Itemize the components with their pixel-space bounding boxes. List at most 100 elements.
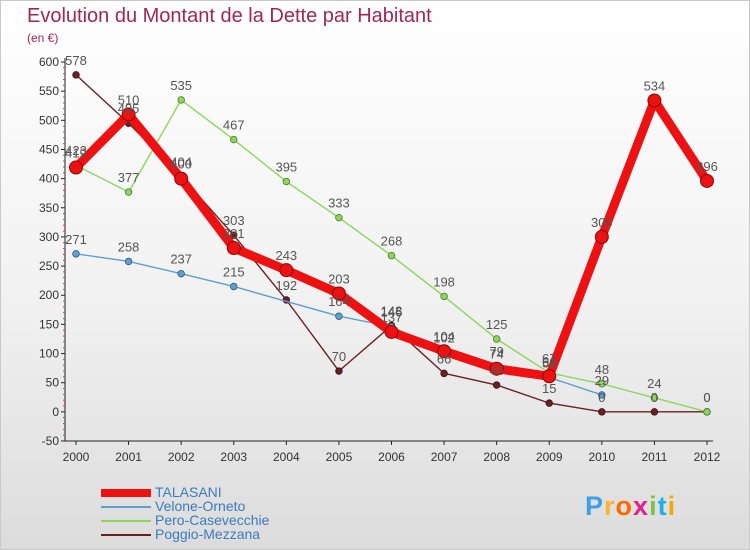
y-tick-label: -50 <box>42 434 60 448</box>
data-label-poggio-mezzana: 148 <box>381 304 403 319</box>
legend-swatch <box>101 506 151 508</box>
y-tick-label: 200 <box>39 288 59 302</box>
data-label-talasani: 74 <box>489 347 503 362</box>
data-point-velone-orneto <box>598 391 606 399</box>
data-label-velone-orneto: 59 <box>542 355 556 370</box>
data-label-velone-orneto: 271 <box>65 232 87 247</box>
x-tick-label: 2001 <box>115 450 142 464</box>
logo-letter: i <box>667 491 677 521</box>
data-point-talasani <box>437 344 452 359</box>
data-label-poggio-mezzana: 46 <box>489 363 503 378</box>
x-tick-label: 2011 <box>642 450 668 464</box>
data-point-velone-orneto <box>335 312 343 320</box>
x-tick-label: 2003 <box>220 450 247 464</box>
legend-label: Pero-Casevecchie <box>155 512 270 528</box>
data-point-poggio-mezzana <box>335 367 343 375</box>
data-label-pero-casevecchie: 48 <box>595 362 609 377</box>
x-tick-label: 2000 <box>63 450 90 464</box>
y-tick-label: 250 <box>39 259 59 273</box>
data-point-poggio-mezzana <box>598 408 606 416</box>
data-point-velone-orneto <box>124 257 133 266</box>
data-point-talasani <box>69 160 83 175</box>
data-label-talasani: 510 <box>118 92 140 107</box>
data-point-velone-orneto <box>177 269 185 278</box>
data-label-talasani: 137 <box>381 310 403 325</box>
legend-label: Velone-Orneto <box>155 498 246 514</box>
y-tick-label: 300 <box>39 230 59 244</box>
data-label-talasani: 104 <box>433 329 455 344</box>
data-point-poggio-mezzana <box>72 71 80 79</box>
data-label-talasani: 300 <box>591 215 613 230</box>
y-tick-label: 150 <box>39 317 59 331</box>
data-point-poggio-mezzana <box>440 369 448 378</box>
data-label-velone-orneto: 258 <box>118 239 140 254</box>
data-point-talasani <box>384 324 399 339</box>
logo-letter: P <box>585 491 605 521</box>
data-label-pero-casevecchie: 0 <box>703 390 710 405</box>
data-label-velone-orneto: 164 <box>328 294 350 309</box>
data-label-pero-casevecchie: 535 <box>170 78 192 93</box>
data-label-talasani: 243 <box>275 248 297 263</box>
data-point-poggio-mezzana <box>492 381 501 389</box>
data-point-pero-casevecchie <box>598 380 606 388</box>
x-tick-label: 2012 <box>694 450 721 464</box>
x-tick-label: 2002 <box>168 450 195 464</box>
data-point-talasani <box>174 171 189 186</box>
data-label-pero-casevecchie: 24 <box>647 376 661 391</box>
data-point-pero-casevecchie <box>335 213 343 222</box>
data-label-pero-casevecchie: 395 <box>275 160 297 175</box>
logo-letter: x <box>633 491 650 521</box>
data-point-talasani <box>279 263 294 278</box>
data-point-pero-casevecchie <box>440 292 448 301</box>
data-label-pero-casevecchie: 423 <box>65 143 87 158</box>
data-point-pero-casevecchie <box>230 135 238 144</box>
data-point-talasani <box>226 241 241 256</box>
data-label-pero-casevecchie: 333 <box>328 196 350 211</box>
data-point-pero-casevecchie <box>492 335 501 343</box>
data-label-pero-casevecchie: 377 <box>118 170 140 185</box>
x-tick-label: 2005 <box>326 450 353 464</box>
y-tick-label: 400 <box>39 172 59 186</box>
data-label-poggio-mezzana: 404 <box>170 154 192 169</box>
data-label-poggio-mezzana: 0 <box>703 390 710 405</box>
y-tick-label: 100 <box>39 347 59 361</box>
legend-swatch <box>101 534 151 536</box>
x-tick-label: 2008 <box>483 450 510 464</box>
y-tick-label: 50 <box>46 376 60 390</box>
data-label-poggio-mezzana: 66 <box>437 351 451 366</box>
data-point-pero-casevecchie <box>124 188 133 196</box>
data-label-poggio-mezzana: 303 <box>223 213 245 228</box>
data-point-pero-casevecchie <box>703 408 711 416</box>
data-point-pero-casevecchie <box>177 96 185 104</box>
data-point-velone-orneto <box>72 250 80 258</box>
data-point-pero-casevecchie <box>650 394 659 402</box>
data-label-velone-orneto: 102 <box>433 330 455 345</box>
data-label-velone-orneto: 79 <box>489 344 503 359</box>
data-label-poggio-mezzana: 15 <box>542 381 556 396</box>
data-label-velone-orneto: 146 <box>381 305 403 320</box>
data-label-talasani: 396 <box>696 159 718 174</box>
data-point-talasani <box>542 369 557 384</box>
y-tick-label: 350 <box>39 201 59 215</box>
chart-title: Evolution du Montant de la Dette par Hab… <box>27 5 432 27</box>
data-label-talasani: 281 <box>223 226 245 241</box>
data-point-pero-casevecchie <box>282 177 291 186</box>
x-tick-label: 2006 <box>378 450 405 464</box>
data-label-velone-orneto: 237 <box>170 252 192 267</box>
data-label-poggio-mezzana: 192 <box>275 278 297 293</box>
data-label-poggio-mezzana: 495 <box>118 101 140 116</box>
y-tick-label: 600 <box>39 55 59 69</box>
data-point-velone-orneto <box>230 282 238 291</box>
logo-letter: o <box>615 491 634 521</box>
legend-label: TALASANI <box>155 484 222 500</box>
data-point-poggio-mezzana <box>650 408 659 416</box>
y-tick-label: 0 <box>52 405 59 419</box>
data-point-talasani <box>700 173 714 188</box>
proxiti-logo: Proxiti <box>585 491 676 522</box>
x-tick-label: 2007 <box>431 450 458 464</box>
data-label-velone-orneto: 29 <box>595 373 609 388</box>
data-label-poggio-mezzana: 0 <box>598 390 605 405</box>
data-point-poggio-mezzana <box>545 399 553 407</box>
